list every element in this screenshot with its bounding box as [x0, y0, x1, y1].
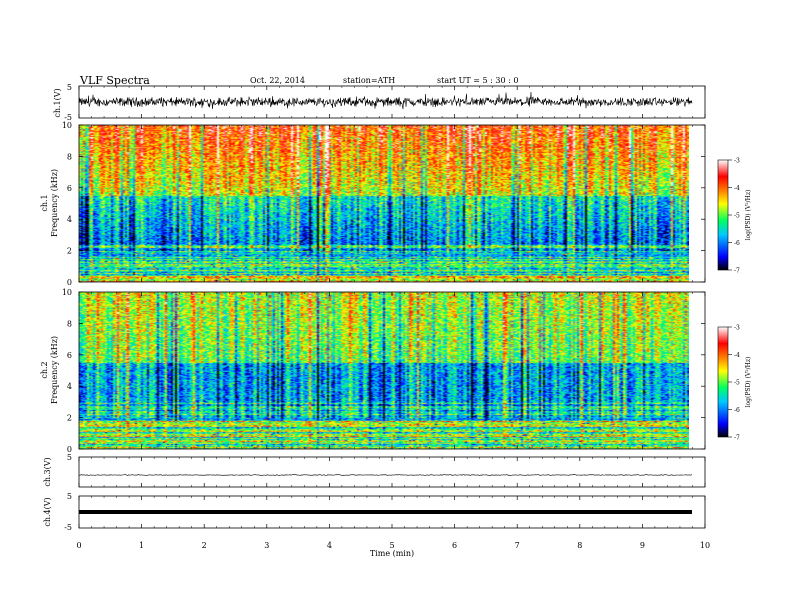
colorbar-ch1-label: log(PSD) (V²/Hz) — [745, 190, 752, 241]
ch3-waveform-line — [78, 474, 693, 476]
colorbar-tick-label: -4 — [734, 352, 740, 359]
panel-ch1-spectrogram: 0 2 4 6 8 10 ch.1 Frequency (kHz) — [40, 121, 706, 287]
freq-tick-label: 8 — [67, 152, 72, 161]
time-axis-label: Time (min) — [370, 549, 414, 558]
ch1-ylabel: ch.1(V) — [53, 88, 62, 117]
freq-tick-label: 10 — [62, 288, 72, 297]
station-label: station=ATH — [343, 76, 395, 85]
freq-tick-label: 10 — [62, 121, 72, 130]
figure-title: VLF Spectra — [79, 74, 150, 87]
x-tick-label: 4 — [327, 541, 332, 550]
ch2-spectrogram-image — [79, 292, 689, 449]
ch2-frequency-ticks: 0 2 4 6 8 10 — [62, 288, 705, 454]
x-tick-label: 10 — [700, 541, 710, 550]
colorbar-ch2: -3 -4 -5 -6 -7 log(PSD) (V²/Hz) — [717, 325, 752, 442]
colorbar-ch2-label: log(PSD) (V²/Hz) — [745, 357, 752, 408]
x-tick-label: 7 — [515, 541, 520, 550]
x-tick-label: 0 — [76, 541, 81, 550]
ch2-frequency-label: Frequency (kHz) — [50, 336, 59, 404]
ch4-ytick-bottom: -5 — [64, 523, 72, 532]
ch1-spectrogram-ylabel: ch.1 — [40, 194, 49, 211]
x-tick-label: 6 — [452, 541, 457, 550]
colorbar-tick-label: -7 — [734, 435, 740, 442]
freq-tick-label: 2 — [67, 414, 72, 423]
colorbar-tick-label: -5 — [734, 380, 740, 387]
colorbar-tick-label: -6 — [734, 407, 740, 414]
time-axis-tick-labels: 0 1 2 3 4 5 6 7 8 9 10 — [76, 541, 710, 550]
freq-tick-label: 8 — [67, 319, 72, 328]
date-label: Oct. 22, 2014 — [250, 76, 305, 85]
freq-tick-label: 4 — [67, 382, 72, 391]
colorbar-ch1-ticks: -3 -4 -5 -6 -7 — [728, 158, 740, 275]
start-time-label: start UT = 5 : 30 : 0 — [437, 76, 518, 85]
ch1-spectrogram-image — [79, 125, 689, 282]
freq-tick-label: 6 — [67, 351, 72, 360]
ch1-frequency-ticks: 0 2 4 6 8 10 — [62, 121, 705, 287]
freq-tick-label: 0 — [67, 445, 72, 454]
colorbar-tick-label: -3 — [734, 158, 740, 165]
ch3-ytick-top: 5 — [67, 453, 72, 462]
panel-ch2-spectrogram: 0 2 4 6 8 10 ch.2 Frequency (kHz) — [40, 288, 706, 454]
ch3-frame — [78, 456, 706, 488]
ch1-ytick-top: 5 — [67, 83, 72, 92]
x-tick-label: 1 — [139, 541, 144, 550]
x-tick-label: 8 — [577, 541, 582, 550]
colorbar-tick-label: -3 — [734, 325, 740, 332]
freq-tick-label: 4 — [67, 215, 72, 224]
freq-tick-label: 2 — [67, 247, 72, 256]
ch4-ylabel: ch.4(V) — [43, 497, 52, 526]
ch1-frequency-label: Frequency (kHz) — [50, 169, 59, 237]
colorbar-ch2-ticks: -3 -4 -5 -6 -7 — [728, 325, 740, 442]
x-tick-label: 3 — [264, 541, 269, 550]
colorbar-tick-label: -7 — [734, 268, 740, 275]
x-tick-label: 2 — [202, 541, 207, 550]
freq-tick-label: 6 — [67, 184, 72, 193]
time-axis-ticks — [78, 86, 706, 528]
ch2-spectrogram-ylabel: ch.2 — [40, 361, 49, 378]
ch1-ytick-bottom: -5 — [64, 113, 72, 122]
panel-ch1-waveform: 5 -5 ch.1(V) — [53, 83, 706, 122]
colorbar-ch1-bar — [717, 159, 729, 271]
ch4-ytick-top: 5 — [67, 492, 72, 501]
colorbar-tick-label: -4 — [734, 185, 740, 192]
colorbar-ch2-bar — [717, 326, 729, 438]
ch3-ylabel: ch.3(V) — [43, 457, 52, 486]
freq-tick-label: 0 — [67, 278, 72, 287]
colorbar-ch1: -3 -4 -5 -6 -7 log(PSD) (V²/Hz) — [717, 158, 752, 275]
x-tick-label: 5 — [389, 541, 394, 550]
colorbar-tick-label: -5 — [734, 213, 740, 220]
colorbar-tick-label: -6 — [734, 240, 740, 247]
x-tick-label: 9 — [640, 541, 645, 550]
ch1-waveform-line — [78, 91, 693, 110]
panel-ch3-waveform: 5 ch.3(V) — [43, 453, 706, 488]
panel-ch4-waveform: 5 -5 ch.4(V) — [43, 492, 706, 532]
